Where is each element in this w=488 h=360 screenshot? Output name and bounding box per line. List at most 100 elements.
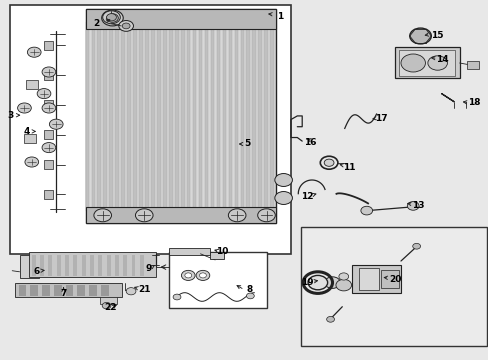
Text: 3: 3	[8, 111, 14, 120]
Text: 14: 14	[435, 55, 448, 64]
Circle shape	[106, 14, 116, 21]
Circle shape	[274, 174, 292, 186]
Circle shape	[37, 89, 51, 99]
Circle shape	[324, 159, 333, 166]
Circle shape	[326, 316, 334, 322]
Bar	[90, 255, 94, 276]
Circle shape	[94, 209, 111, 222]
Bar	[30, 285, 38, 296]
Bar	[98, 255, 102, 276]
Text: 9: 9	[145, 264, 152, 273]
Circle shape	[324, 277, 340, 288]
Bar	[270, 22, 273, 211]
Bar	[228, 22, 232, 211]
Circle shape	[102, 11, 120, 24]
Bar	[181, 22, 184, 211]
Text: 16: 16	[304, 138, 316, 147]
Bar	[106, 255, 110, 276]
Circle shape	[42, 143, 56, 153]
Circle shape	[228, 209, 245, 222]
Circle shape	[49, 119, 63, 129]
Bar	[252, 22, 256, 211]
Circle shape	[27, 47, 41, 57]
Bar	[264, 22, 267, 211]
Bar	[151, 22, 154, 211]
Bar	[186, 22, 190, 211]
Text: 18: 18	[467, 98, 480, 107]
Bar	[85, 9, 276, 223]
Circle shape	[106, 14, 118, 22]
Bar	[258, 22, 262, 211]
Bar	[300, 227, 486, 346]
Bar	[398, 50, 454, 76]
Bar	[210, 252, 224, 259]
Text: 5: 5	[244, 139, 249, 148]
Bar	[77, 285, 85, 296]
Text: 17: 17	[374, 114, 387, 123]
Text: 4: 4	[23, 127, 30, 136]
Bar	[359, 268, 378, 290]
Circle shape	[307, 275, 327, 290]
Bar	[15, 283, 122, 297]
Text: 11: 11	[343, 163, 355, 172]
Bar	[101, 285, 108, 296]
Circle shape	[42, 67, 56, 77]
Bar	[394, 47, 459, 78]
Circle shape	[427, 56, 447, 70]
Bar	[32, 255, 36, 276]
Circle shape	[119, 21, 133, 31]
Bar	[163, 22, 166, 211]
Circle shape	[246, 293, 254, 299]
Bar	[43, 190, 53, 199]
Bar	[10, 5, 290, 254]
Bar	[103, 22, 107, 211]
Bar	[48, 255, 52, 276]
Text: 15: 15	[430, 31, 443, 40]
Bar	[85, 207, 276, 223]
Text: 22: 22	[103, 303, 116, 312]
Bar	[216, 22, 220, 211]
Circle shape	[181, 270, 195, 280]
Bar	[26, 80, 38, 89]
Bar	[43, 130, 53, 139]
Bar	[145, 22, 148, 211]
Circle shape	[184, 273, 191, 278]
Bar	[240, 22, 244, 211]
Bar	[157, 22, 161, 211]
Bar	[234, 22, 238, 211]
Bar	[131, 255, 135, 276]
Bar	[199, 22, 202, 211]
Bar	[121, 22, 124, 211]
Bar	[43, 71, 53, 80]
Bar	[100, 297, 117, 304]
Bar	[42, 285, 50, 296]
Bar	[91, 22, 95, 211]
Bar	[222, 22, 226, 211]
Bar	[57, 255, 61, 276]
Bar	[43, 100, 53, 109]
Text: 21: 21	[138, 285, 150, 294]
Text: 10: 10	[216, 248, 228, 256]
Circle shape	[126, 288, 136, 295]
Bar	[168, 248, 210, 255]
Text: 13: 13	[411, 201, 424, 210]
Bar	[85, 9, 276, 29]
Circle shape	[25, 157, 39, 167]
Bar	[140, 255, 143, 276]
Circle shape	[360, 206, 372, 215]
Bar	[81, 255, 85, 276]
Text: 7: 7	[60, 289, 67, 298]
Bar	[175, 22, 178, 211]
Bar	[204, 22, 208, 211]
Text: 2: 2	[94, 19, 100, 28]
Bar	[85, 22, 89, 211]
Bar	[65, 255, 69, 276]
Circle shape	[42, 103, 56, 113]
Circle shape	[400, 54, 425, 72]
Bar	[89, 285, 97, 296]
Bar	[54, 285, 61, 296]
Circle shape	[338, 273, 348, 280]
Circle shape	[173, 294, 181, 300]
Bar	[43, 41, 53, 50]
Bar	[43, 160, 53, 169]
